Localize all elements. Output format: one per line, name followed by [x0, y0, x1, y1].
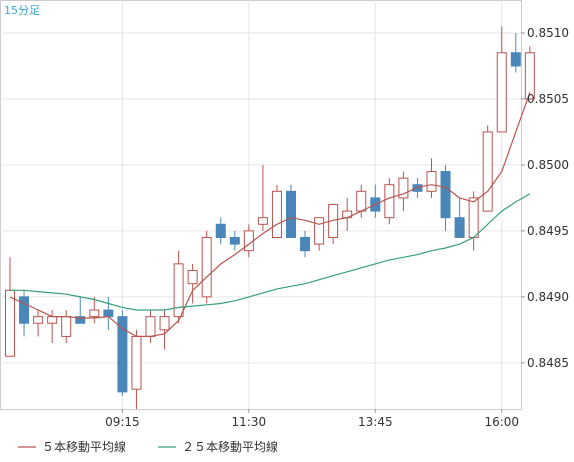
candle-body — [47, 316, 58, 324]
candle — [412, 178, 423, 198]
x-tick-label: 13:45 — [358, 415, 393, 429]
candle — [187, 263, 198, 304]
candle — [19, 290, 30, 337]
candle — [89, 296, 100, 324]
legend-label: ５本移動平均線 — [42, 439, 126, 454]
candles — [5, 26, 535, 409]
candle — [159, 310, 170, 350]
x-tick-label: 09:15 — [105, 415, 140, 429]
x-tick-label: 11:30 — [232, 415, 267, 429]
candle-body — [243, 230, 254, 252]
candle-body — [145, 316, 156, 337]
y-tick-label: 0.8500 — [527, 158, 569, 172]
candle-body — [412, 184, 423, 192]
candle — [482, 125, 493, 212]
candle-body — [496, 52, 507, 133]
plot-background — [0, 0, 522, 410]
candle — [314, 217, 325, 251]
candle — [201, 230, 212, 304]
candle-body — [398, 177, 409, 199]
candle — [215, 217, 226, 245]
candle — [384, 178, 395, 225]
candle-body — [440, 171, 451, 219]
legend-item: ５本移動平均線 — [18, 439, 126, 454]
ma5-line — [9, 92, 531, 337]
candle — [286, 184, 296, 238]
candle-body — [454, 217, 465, 238]
y-tick-label: 0.8485 — [527, 356, 569, 370]
candle-body — [482, 131, 493, 212]
candle — [300, 230, 311, 258]
candle — [510, 32, 521, 73]
candle-body — [103, 309, 114, 318]
candle-body — [89, 309, 100, 318]
y-axis: 0.8510 0.8505 0.8500 0.8495 0.8490 0.8485 — [521, 26, 569, 370]
candle-body — [201, 236, 212, 298]
candle-body — [468, 197, 479, 238]
candle-body — [19, 296, 30, 324]
candle-body — [215, 223, 226, 238]
candle-body — [5, 289, 15, 357]
legend-label: ２５本移動平均線 — [182, 439, 278, 454]
candle-body — [384, 184, 395, 219]
candle — [33, 310, 44, 337]
candle — [440, 164, 451, 231]
candle-body — [286, 190, 296, 238]
candle-body — [510, 52, 521, 67]
candle — [271, 184, 282, 238]
ma25-line — [10, 193, 531, 311]
candle — [398, 171, 409, 212]
candle-body — [300, 236, 311, 252]
y-tick-label: 0.8510 — [527, 26, 569, 40]
candle — [173, 250, 184, 324]
candle-body — [187, 269, 198, 285]
y-tick-label: 0.8505 — [527, 92, 569, 106]
candle-body — [61, 316, 72, 337]
period-label: 15分足 — [4, 4, 40, 17]
moving-average-lines — [9, 92, 531, 337]
candle-body — [356, 190, 367, 212]
candle-body — [173, 263, 184, 318]
candle — [117, 310, 128, 396]
candle-body — [159, 316, 170, 331]
candle-body — [75, 316, 86, 324]
legend: ５本移動平均線 ２５本移動平均線 — [18, 439, 278, 454]
candle — [524, 46, 535, 100]
x-tick-label: 16:00 — [484, 415, 519, 429]
y-tick-label: 0.8495 — [527, 224, 569, 238]
candle-body — [229, 236, 240, 245]
candle-body — [271, 190, 282, 238]
candle — [257, 164, 268, 231]
candle — [496, 26, 507, 133]
candle-body — [131, 335, 142, 390]
y-tick-label: 0.8490 — [527, 290, 569, 304]
legend-item: ２５本移動平均線 — [158, 439, 278, 454]
candle-body — [426, 171, 437, 192]
candle-body — [117, 316, 128, 393]
candle — [454, 197, 465, 238]
candle-body — [314, 217, 325, 245]
candle-body — [524, 52, 535, 100]
candle — [229, 230, 240, 251]
candle-body — [257, 217, 268, 225]
candle-body — [33, 316, 44, 324]
candle — [426, 158, 437, 198]
x-axis: 09:15 11:30 13:45 16:00 — [105, 409, 519, 429]
candle — [75, 296, 86, 324]
